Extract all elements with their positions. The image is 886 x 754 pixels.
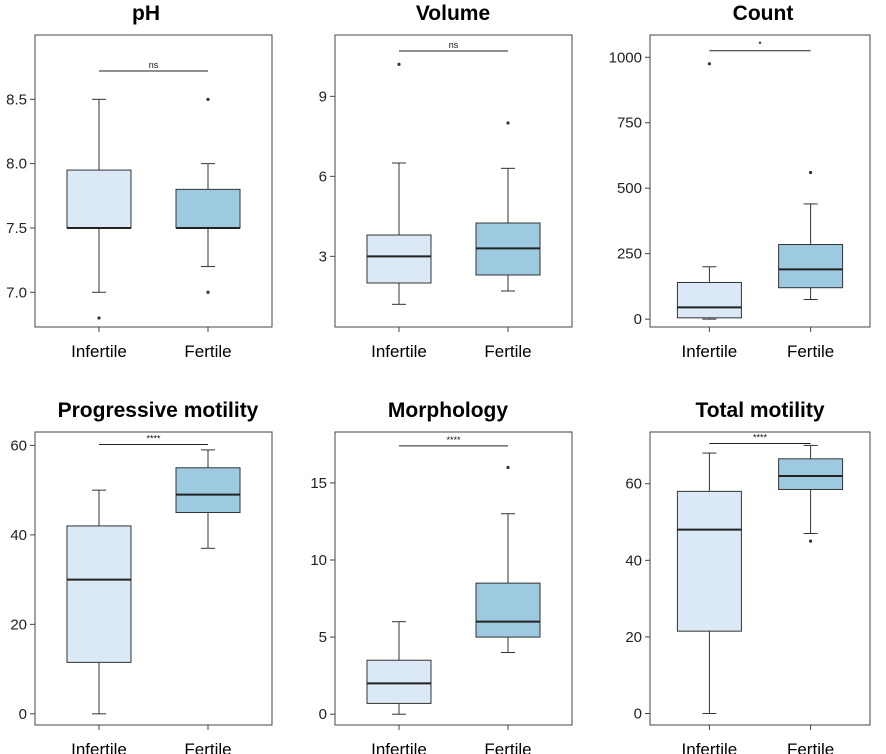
panel-2: Volume 3 6 9 Infertile Fertile ns [319, 2, 573, 361]
y-tick-label: 750 [617, 115, 642, 132]
y-tick-label: 9 [319, 88, 327, 105]
box-fertile [175, 97, 241, 294]
y-tick-label: 0 [319, 706, 327, 723]
box-infertile [676, 452, 742, 715]
box-iqr [175, 188, 241, 229]
y-tick-label: 7.5 [6, 220, 27, 237]
x-category-label: Infertile [71, 342, 127, 361]
box-infertile [66, 489, 132, 715]
box-iqr [66, 169, 132, 229]
panel-1: pH 7.0 7.5 8.0 8.5 Infertile Fertile ns [6, 2, 273, 361]
y-tick-label: 7.0 [6, 284, 27, 301]
outlier-point [206, 290, 210, 294]
y-tick-label: 6 [319, 168, 327, 185]
panel-title: pH [132, 2, 160, 25]
box-fertile [475, 465, 541, 654]
outlier-point [809, 170, 813, 175]
box-infertile [66, 98, 132, 320]
y-tick-label: 40 [10, 527, 27, 544]
outlier-point [397, 62, 401, 66]
plot-frame [34, 34, 273, 328]
y-tick-label: 15 [310, 475, 327, 492]
significance-label: ns [149, 60, 159, 70]
panel-title: Morphology [388, 399, 508, 422]
x-category-label: Fertile [184, 342, 231, 361]
box-fertile [475, 121, 541, 292]
y-tick-label: 500 [617, 180, 642, 197]
panel-5: Morphology 0 5 10 15 Infertile Fertile **** [310, 399, 573, 754]
y-tick-label: 40 [625, 552, 642, 569]
y-tick-label: 250 [617, 246, 642, 263]
x-category-label: Fertile [484, 740, 531, 754]
box-iqr [366, 234, 432, 284]
y-tick-label: 20 [10, 616, 27, 633]
y-tick-label: 8.0 [6, 156, 27, 173]
y-tick-label: 5 [319, 629, 327, 646]
y-tick-label: 0 [19, 706, 27, 723]
outlier-point [206, 97, 210, 101]
box-infertile [676, 62, 742, 320]
x-category-label: Fertile [787, 740, 834, 754]
y-tick-label: 1000 [609, 49, 642, 66]
x-category-label: Fertile [484, 342, 531, 361]
panel-6: Total motility 0 20 40 60 Infertile Fertile ***… [625, 399, 871, 754]
significance-label: **** [753, 432, 768, 442]
panel-title: Volume [416, 2, 490, 25]
panel-3: Count 0 250 500 750 1000 Infertile Fertile * [609, 2, 871, 361]
significance-label: ns [449, 40, 459, 50]
box-fertile [778, 170, 844, 301]
plot-frame [649, 431, 871, 726]
panel-title: Total motility [695, 399, 824, 422]
box-infertile [366, 62, 432, 305]
significance-label: * [758, 40, 762, 50]
y-tick-label: 60 [625, 476, 642, 493]
x-category-label: Infertile [371, 740, 427, 754]
significance-label: **** [146, 434, 161, 444]
y-tick-label: 8.5 [6, 91, 27, 108]
outlier-point [506, 465, 510, 470]
box-iqr [66, 525, 132, 663]
box-infertile [366, 621, 432, 715]
plot-frame [34, 431, 273, 726]
x-category-label: Fertile [184, 740, 231, 754]
y-tick-label: 10 [310, 552, 327, 569]
box-fertile [778, 444, 844, 543]
box-iqr [778, 244, 844, 289]
x-category-label: Infertile [682, 740, 738, 754]
y-tick-label: 60 [10, 437, 27, 454]
outlier-point [506, 121, 510, 125]
y-tick-label: 0 [634, 706, 642, 723]
box-iqr [676, 490, 742, 632]
panel-title: Progressive motility [58, 399, 259, 422]
box-iqr [175, 467, 241, 514]
panel-title: Count [733, 2, 794, 25]
box-iqr [366, 659, 432, 704]
significance-label: **** [446, 435, 461, 445]
box-iqr [778, 458, 844, 490]
y-tick-label: 20 [625, 629, 642, 646]
box-iqr [475, 582, 541, 638]
y-tick-label: 3 [319, 248, 327, 265]
plot-frame [334, 431, 573, 726]
box-iqr [676, 281, 742, 319]
x-category-label: Infertile [371, 342, 427, 361]
box-fertile [175, 449, 241, 549]
x-category-label: Infertile [71, 740, 127, 754]
plot-frame [649, 34, 871, 328]
x-category-label: Infertile [682, 342, 738, 361]
outlier-point [809, 539, 813, 543]
panel-4: Progressive motility 0 20 40 60 Infertile Fert… [10, 399, 273, 754]
y-tick-label: 0 [634, 311, 642, 328]
x-category-label: Fertile [787, 342, 834, 361]
outlier-point [707, 62, 712, 66]
outlier-point [97, 316, 101, 320]
plot-frame [334, 34, 573, 328]
